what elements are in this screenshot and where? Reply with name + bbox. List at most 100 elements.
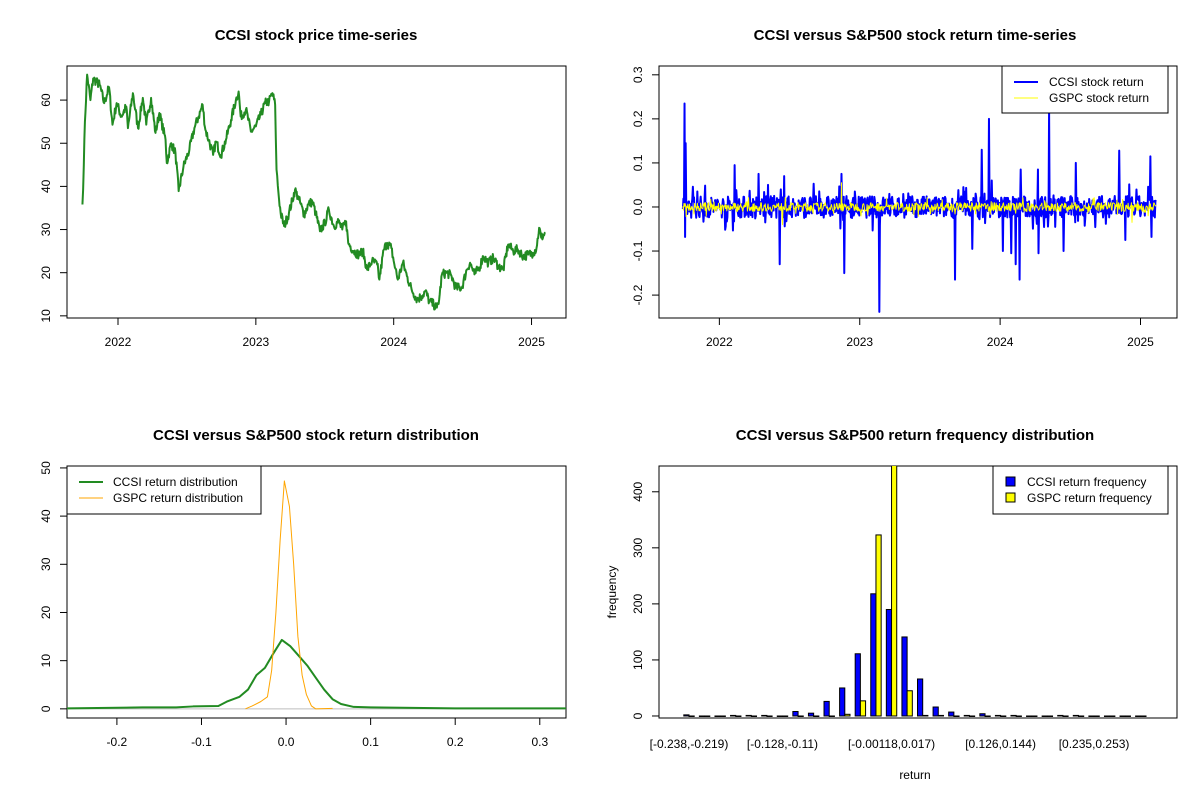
density-y-tick-label: 40 (39, 509, 53, 523)
return-plot-frame (658, 65, 1178, 319)
gspc-frequency-bar (1124, 715, 1131, 717)
ccsi-frequency-bar (1103, 715, 1111, 717)
gspc-density-line (245, 480, 333, 710)
gspc-frequency-bar (984, 715, 991, 717)
gspc-frequency-bar (844, 713, 851, 717)
legend-label-ccsi: CCSI return distribution (113, 475, 238, 489)
ccsi-frequency-bar (1135, 715, 1142, 717)
gspc-frequency-bar (906, 690, 913, 717)
density-x-tick-label: 0.2 (447, 735, 464, 749)
frequency-y-tick-label: 0 (631, 712, 645, 719)
return-x-tick-label: 2024 (987, 335, 1014, 349)
ccsi-frequency-bar (839, 687, 846, 717)
legend-swatch-gspc (1005, 492, 1016, 503)
return-x-tick-label: 2025 (1127, 335, 1154, 349)
gspc-frequency-bar (859, 700, 867, 717)
price-y-tick-label: 60 (39, 93, 53, 107)
price-x-tick-label: 2022 (105, 335, 132, 349)
price-plot-frame (66, 65, 567, 319)
frequency-bars (683, 466, 1147, 717)
gspc-frequency-bar (688, 715, 695, 717)
distribution-legend: CCSI return distribution GSPC return dis… (66, 465, 262, 515)
legend-label-gspc: GSPC return frequency (1027, 491, 1152, 505)
price-y-tick-label: 20 (39, 266, 53, 280)
ccsi-frequency-bar (776, 715, 783, 717)
distribution-chart-title: CCSI versus S&P500 stock return distribu… (153, 427, 479, 444)
ccsi-frequency-bar (683, 714, 690, 717)
frequency-legend: CCSI return frequency GSPC return freque… (992, 465, 1169, 515)
gspc-frequency-bar (781, 715, 789, 717)
return-chart-title: CCSI versus S&P500 stock return time-ser… (754, 27, 1077, 44)
gspc-frequency-bar (828, 715, 835, 717)
ccsi-frequency-bar (901, 636, 908, 717)
gspc-frequency-bar (1000, 715, 1007, 717)
gspc-frequency-bar (766, 715, 773, 717)
return-y-tick-label: 0.0 (631, 198, 645, 215)
frequency-x-tick-label: [-0.128,-0.11) (747, 737, 818, 751)
gspc-frequency-bar (719, 715, 726, 717)
legend-label-ccsi: CCSI stock return (1049, 75, 1144, 89)
frequency-chart-title: CCSI versus S&P500 return frequency dist… (736, 427, 1094, 444)
price-x-tick-label: 2024 (380, 335, 407, 349)
frequency-y-axis-label: frequency (605, 566, 619, 619)
legend-label-gspc: GSPC stock return (1049, 91, 1149, 105)
ccsi-frequency-bar (854, 653, 861, 717)
ccsi-frequency-bar (1088, 715, 1095, 717)
gspc-frequency-bar (1062, 715, 1069, 717)
gspc-frequency-bar (813, 715, 820, 717)
ccsi-frequency-bar (932, 706, 939, 717)
price-line (81, 73, 546, 311)
ccsi-frequency-bar (885, 608, 893, 717)
gspc-frequency-bar (953, 715, 960, 717)
frequency-plot-frame (658, 465, 1178, 719)
gspc-frequency-bar (1015, 715, 1022, 717)
legend-label-ccsi: CCSI return frequency (1027, 475, 1146, 489)
ccsi-density-line (66, 638, 566, 710)
frequency-x-tick-label: [0.126,0.144) (965, 737, 1036, 751)
ccsi-frequency-bar (1041, 715, 1048, 717)
price-y-tick-label: 30 (39, 223, 53, 237)
ccsi-frequency-bar (714, 715, 721, 717)
frequency-y-tick-label: 200 (631, 594, 645, 614)
ccsi-frequency-bar (917, 678, 924, 717)
density-x-tick-label: 0.0 (278, 735, 295, 749)
density-plot-frame (66, 465, 567, 719)
ccsi-frequency-bar (1119, 715, 1126, 717)
price-x-tick-label: 2025 (518, 335, 545, 349)
ccsi-frequency-bar (948, 711, 955, 717)
frequency-x-tick-label: [-0.00118,0.017) (848, 737, 935, 751)
density-y-tick-label: 50 (39, 461, 53, 475)
return-y-tick-label: 0.1 (631, 154, 645, 171)
density-y-tick-label: 0 (39, 705, 53, 712)
gspc-frequency-bar (1093, 715, 1100, 717)
density-x-tick-label: -0.1 (191, 735, 212, 749)
density-x-tick-label: 0.1 (362, 735, 379, 749)
return-x-tick-label: 2022 (706, 335, 733, 349)
return-x-tick-label: 2023 (846, 335, 873, 349)
ccsi-frequency-bar (1057, 714, 1064, 717)
gspc-frequency-bar (875, 534, 882, 717)
price-x-tick-label: 2023 (242, 335, 269, 349)
gspc-frequency-bar (735, 715, 742, 717)
gspc-frequency-bar (937, 714, 944, 717)
legend-swatch-ccsi (1005, 476, 1016, 487)
ccsi-frequency-bar (963, 714, 970, 717)
price-y-tick-label: 10 (39, 309, 53, 323)
gspc-frequency-bar (797, 715, 804, 717)
gspc-return-line (682, 182, 1157, 226)
gspc-frequency-bar (1031, 715, 1038, 717)
density-x-tick-label: 0.3 (531, 735, 548, 749)
frequency-y-tick-label: 300 (631, 538, 645, 558)
gspc-frequency-bar (704, 715, 711, 717)
ccsi-frequency-bar (870, 593, 877, 717)
frequency-x-axis-label: return (899, 768, 930, 782)
ccsi-frequency-bar (1010, 714, 1017, 717)
return-y-tick-label: 0.2 (631, 110, 645, 127)
ccsi-frequency-bar (994, 714, 1002, 717)
gspc-frequency-bar (1140, 715, 1147, 717)
ccsi-frequency-bar (745, 714, 752, 717)
frequency-y-tick-label: 400 (631, 481, 645, 501)
gspc-frequency-bar (1046, 715, 1054, 717)
gspc-frequency-bar (922, 714, 929, 717)
ccsi-frequency-bar (792, 710, 799, 717)
